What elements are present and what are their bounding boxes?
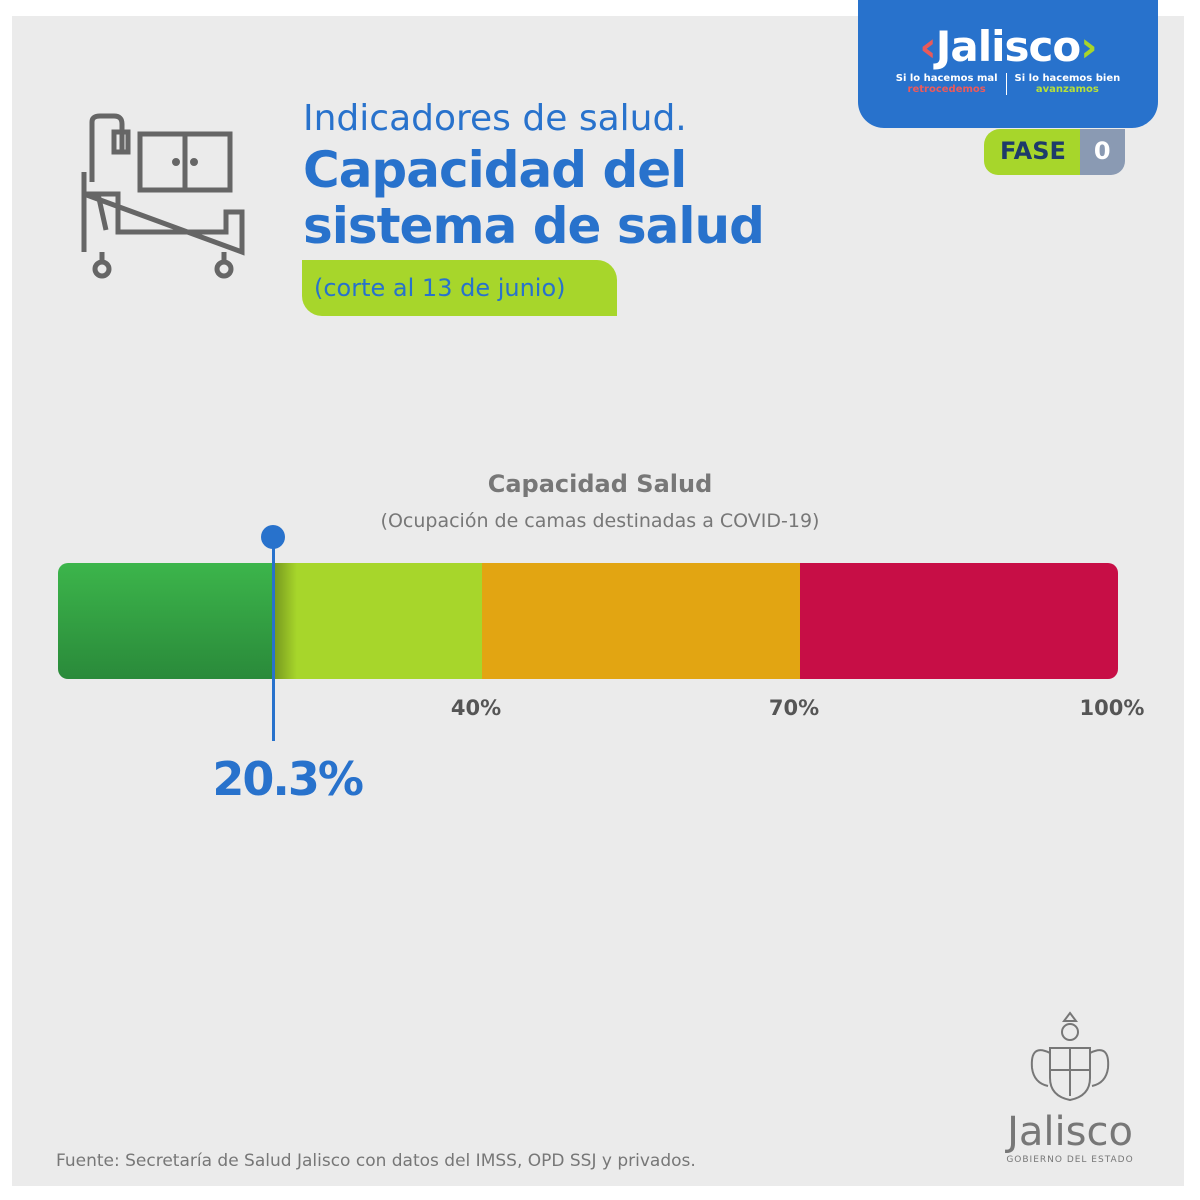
tick-label: 100% [1079,696,1145,720]
bar-segment-3 [800,563,1118,679]
tag-right-2: avanzamos [1035,84,1099,95]
marker-stem [272,537,276,741]
tick-label: 40% [450,696,502,720]
seal-name: Jalisco [1007,1109,1133,1155]
bar-segment-2 [482,563,800,679]
state-seal: Jalisco GOBIERNO DEL ESTADO [990,1008,1150,1165]
phase-value: 0 [1079,129,1125,175]
bar-segment-0 [58,563,274,679]
date-badge: (corte al 13 de junio) [302,260,617,316]
value-label: 20.3% [212,752,364,806]
hospital-bed-icon [81,113,245,279]
title-line-1: Capacidad del [303,141,687,199]
source-note: Fuente: Secretaría de Salud Jalisco con … [56,1151,696,1171]
tag-left-2: retrocedemos [907,84,986,95]
seal-subtitle: GOBIERNO DEL ESTADO [1006,1155,1134,1165]
bar-segment-1 [273,563,482,679]
tag-right-1: Si lo hacemos bien [1014,73,1121,84]
phase-label: FASE [984,129,1080,175]
chart-title: Capacidad Salud [487,470,713,498]
phase-badge: FASE 0 [984,129,1125,175]
page-title: Capacidad del sistema de salud [303,141,765,255]
tag-left-1: Si lo hacemos mal [895,73,998,84]
header-subtitle: Indicadores de salud. [303,98,687,139]
tick-label: 70% [768,696,820,720]
jalisco-campaign-logo: ‹Jalisco› Si lo hacemos mal retrocedemos … [858,0,1158,128]
chevron-left-icon: ‹ [919,22,936,71]
chevron-right-icon: › [1080,22,1097,71]
title-line-2: sistema de salud [303,197,765,255]
capacity-bar [58,563,1118,679]
logo-name: Jalisco [935,22,1082,71]
coat-of-arms-icon [1030,1011,1110,1102]
chart-subtitle: (Ocupación de camas destinadas a COVID-1… [380,510,820,532]
